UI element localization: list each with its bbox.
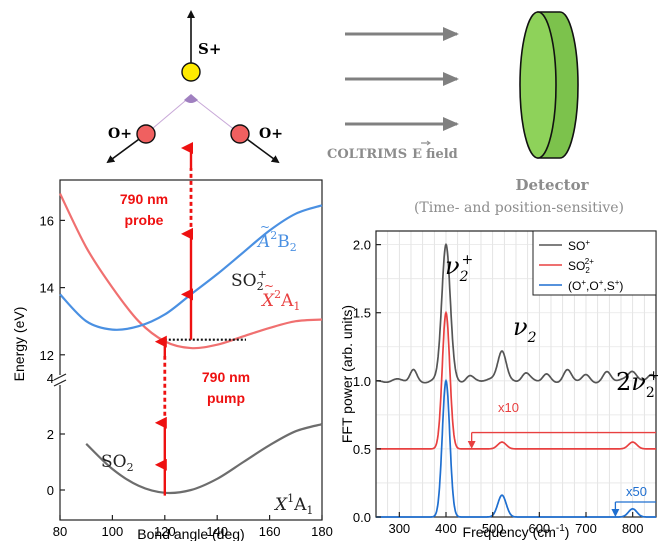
so2-label: SO2 bbox=[101, 452, 134, 474]
detector-title: Detector bbox=[516, 176, 590, 194]
fft-xtick-label: 700 bbox=[575, 521, 597, 536]
fft-xtick-label: 400 bbox=[435, 521, 457, 536]
pes-ytick-label: 0 bbox=[47, 483, 54, 498]
detector-subtitle: (Time- and position-sensitive) bbox=[414, 200, 624, 216]
fft-curve-so-plus bbox=[376, 242, 657, 384]
axis-break-mark-1 bbox=[53, 373, 67, 381]
bond-left bbox=[145, 95, 192, 135]
fft-curve-so2-2plus bbox=[376, 310, 656, 450]
field-vector-arrowhead-icon bbox=[426, 140, 431, 146]
pes-curve-x2a1 bbox=[59, 193, 323, 350]
sulfur-atom bbox=[181, 62, 201, 82]
pes-xtick-label: 140 bbox=[206, 524, 228, 539]
probe-label-line2: probe bbox=[125, 212, 164, 228]
pes-ytick-label: 4 bbox=[47, 371, 54, 386]
pes-curve-x1a1 bbox=[85, 423, 323, 495]
fft-xtick-label: 500 bbox=[482, 521, 504, 536]
axis-break-mask bbox=[54, 375, 66, 385]
fft-xtick-label: 300 bbox=[388, 521, 410, 536]
pes-xtick-label: 100 bbox=[102, 524, 124, 539]
molecule-diagram: S+ O+ O+ bbox=[106, 10, 283, 164]
fft-ytick-label: 2.0 bbox=[353, 238, 371, 253]
potential-energy-chart: 80 100 120 140 160 180 0 2 4 12 14 16 Energy (eV) B… bbox=[11, 142, 333, 541]
pes-xtick-label: 160 bbox=[259, 524, 281, 539]
bond-right bbox=[190, 95, 241, 135]
pes-xtick-label: 120 bbox=[154, 524, 176, 539]
o-ion-left-label: O+ bbox=[108, 126, 132, 142]
legend-triple: (O+,O+,S+) bbox=[568, 278, 623, 293]
pump-label-line2: pump bbox=[207, 390, 245, 406]
x50-annotation: x50 bbox=[626, 484, 647, 499]
pes-ytick-label: 2 bbox=[47, 427, 54, 442]
fft-ytick-label: 0.5 bbox=[353, 442, 371, 457]
pes-xlabel: Bond angle (deg) bbox=[137, 526, 244, 541]
pes-frame bbox=[59, 179, 323, 521]
pes-ytick-label: 14 bbox=[40, 281, 54, 296]
fft-ylabel: FFT power (arb. units) bbox=[339, 305, 355, 443]
pes-ytick-label: 12 bbox=[40, 348, 54, 363]
oxygen-atom-right bbox=[230, 124, 250, 144]
nu2-annotation: ν2 bbox=[513, 313, 537, 346]
o-ion-right-label: O+ bbox=[259, 126, 283, 142]
x1a1-state-label: X1A1 bbox=[273, 492, 313, 517]
oxygen-atom-left bbox=[136, 124, 156, 144]
a2b2-tilde-icon: ~ bbox=[260, 220, 270, 234]
pump-label-line1: 790 nm bbox=[202, 369, 250, 385]
fft-xlabel: Frequency (cm-1) bbox=[463, 523, 570, 540]
x2a1-tilde-icon: ~ bbox=[264, 279, 274, 293]
probe-label-line1: 790 nm bbox=[120, 191, 168, 207]
x2a1-state-label: X2A1 bbox=[260, 288, 300, 313]
legend-so-plus: SO+ bbox=[568, 238, 590, 253]
a2b2-state-label: A2B2 bbox=[256, 229, 297, 254]
s-ion-label: S+ bbox=[198, 40, 221, 58]
fft-xtick-label: 600 bbox=[528, 521, 550, 536]
pes-ytick-label: 16 bbox=[40, 213, 54, 228]
legend-so2-2plus: SO22+ bbox=[568, 257, 594, 275]
x10-annotation: x10 bbox=[498, 400, 519, 415]
pes-xtick-label: 80 bbox=[53, 524, 67, 539]
bond-angle-marker bbox=[184, 94, 198, 103]
fft-ytick-label: 1.5 bbox=[353, 306, 371, 321]
so2-plus-label: SO2+ bbox=[231, 268, 267, 293]
fft-legend: SO+ SO22+ (O+,O+,S+) bbox=[532, 230, 657, 296]
pes-xtick-label: 180 bbox=[311, 524, 333, 539]
fft-spectrum-chart: 300 400 500 600 700 800 0.0 0.5 1.0 1.5 2.0 FFT po… bbox=[339, 230, 660, 540]
axis-break-mark-2 bbox=[53, 379, 67, 387]
fft-ytick-label: 0.0 bbox=[353, 510, 371, 525]
fft-xtick-label: 800 bbox=[622, 521, 644, 536]
fft-curve-triple bbox=[376, 378, 656, 518]
pes-ylabel: Energy (eV) bbox=[11, 307, 27, 382]
detector-icon bbox=[519, 11, 579, 159]
fft-ytick-label: 1.0 bbox=[353, 374, 371, 389]
two-nu2-plus-annotation: 2ν2+ bbox=[616, 368, 660, 401]
